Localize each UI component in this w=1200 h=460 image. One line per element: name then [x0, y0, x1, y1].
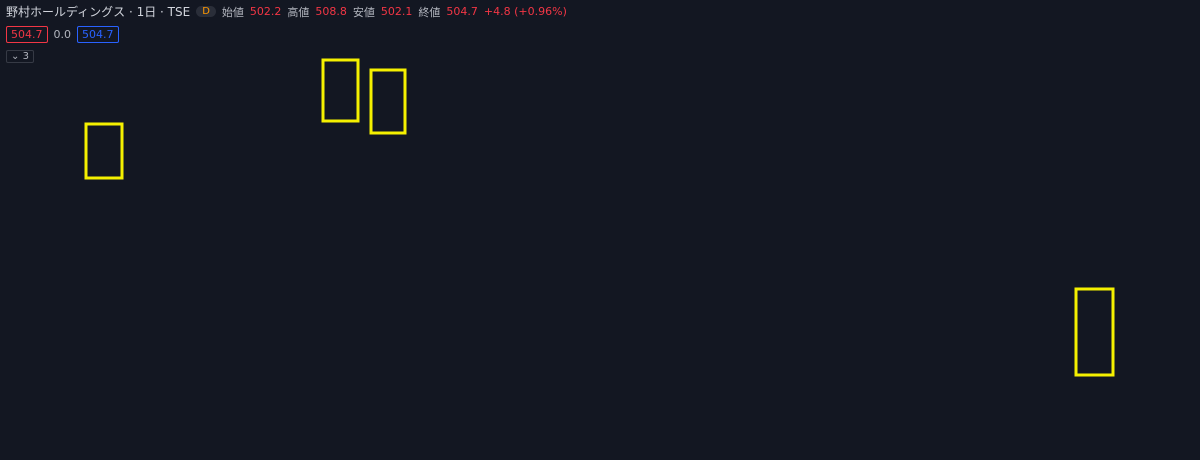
ohlc-label: 高値: [287, 5, 310, 19]
highlight-boxes: [84, 58, 1115, 377]
bid[interactable]: 504.7: [6, 26, 48, 43]
badge: D: [196, 6, 216, 17]
ohlc-label: 始値: [221, 5, 244, 19]
change: +4.8 (+0.96%): [483, 5, 567, 18]
ohlc-value: 502.1: [380, 5, 413, 18]
ohlc-value: 508.8: [315, 5, 347, 18]
indicator-count: 3: [22, 51, 29, 62]
highlight-box: [84, 122, 124, 180]
header: 野村ホールディングス · 1日 · TSE D 始値 502.2 高値 508.8 …: [6, 3, 567, 20]
symbol-title: 野村ホールディングス · 1日 · TSE: [6, 5, 191, 19]
ohlc-label: 安値: [352, 5, 375, 19]
spread: 0.0: [53, 28, 72, 41]
ohlc-value: 502.2: [249, 5, 282, 18]
indicator-toggle[interactable]: ⌄ 3: [6, 50, 34, 63]
ask[interactable]: 504.7: [77, 26, 119, 43]
ohlc-value: 504.7: [446, 5, 478, 18]
highlight-box: [369, 68, 407, 135]
ohlc-label: 終値: [418, 5, 441, 19]
highlight-box: [1074, 287, 1115, 377]
price-row: 504.7 0.0 504.7: [6, 26, 119, 43]
highlight-box: [321, 58, 360, 123]
